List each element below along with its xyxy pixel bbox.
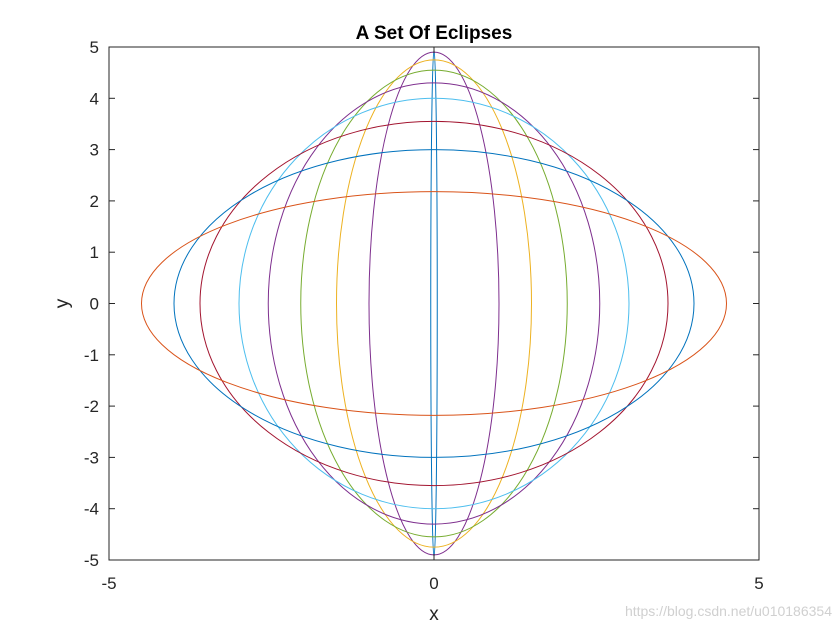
ellipse-series-5 xyxy=(267,82,601,525)
y-tick-label: 4 xyxy=(90,89,99,108)
x-tick-label: 5 xyxy=(754,574,763,593)
y-tick-label: 0 xyxy=(90,295,99,314)
plot-area xyxy=(109,47,759,560)
ellipse-series-3 xyxy=(336,59,532,548)
x-axis-label: x xyxy=(429,604,439,625)
ellipse-series-8 xyxy=(173,149,695,458)
y-tick-label: 1 xyxy=(90,243,99,262)
ellipse-series-7 xyxy=(199,120,669,487)
y-tick-label: -1 xyxy=(84,346,99,365)
y-tick-label: 3 xyxy=(90,141,99,160)
y-tick-label: -4 xyxy=(84,500,99,519)
tick-group: -5 0 5 -5 -4 -3 -2 -1 0 1 2 3 4 5 xyxy=(84,38,764,593)
y-tick-label: -2 xyxy=(84,397,99,416)
y-axis-label: y xyxy=(52,298,73,308)
x-tick-label: -5 xyxy=(101,574,116,593)
y-tick-label: -3 xyxy=(84,448,99,467)
watermark-text: https://blog.csdn.net/u010186354 xyxy=(625,603,832,619)
y-tick-label: 5 xyxy=(90,38,99,57)
ellipse-series-9 xyxy=(141,191,727,416)
ellipse-series-6 xyxy=(238,97,630,510)
y-tick-label: 2 xyxy=(90,192,99,211)
chart-title: A Set Of Eclipses xyxy=(356,23,513,44)
y-tick-label: -5 xyxy=(84,551,99,570)
x-tick-label: 0 xyxy=(429,574,438,593)
ellipse-series-4 xyxy=(300,69,568,538)
